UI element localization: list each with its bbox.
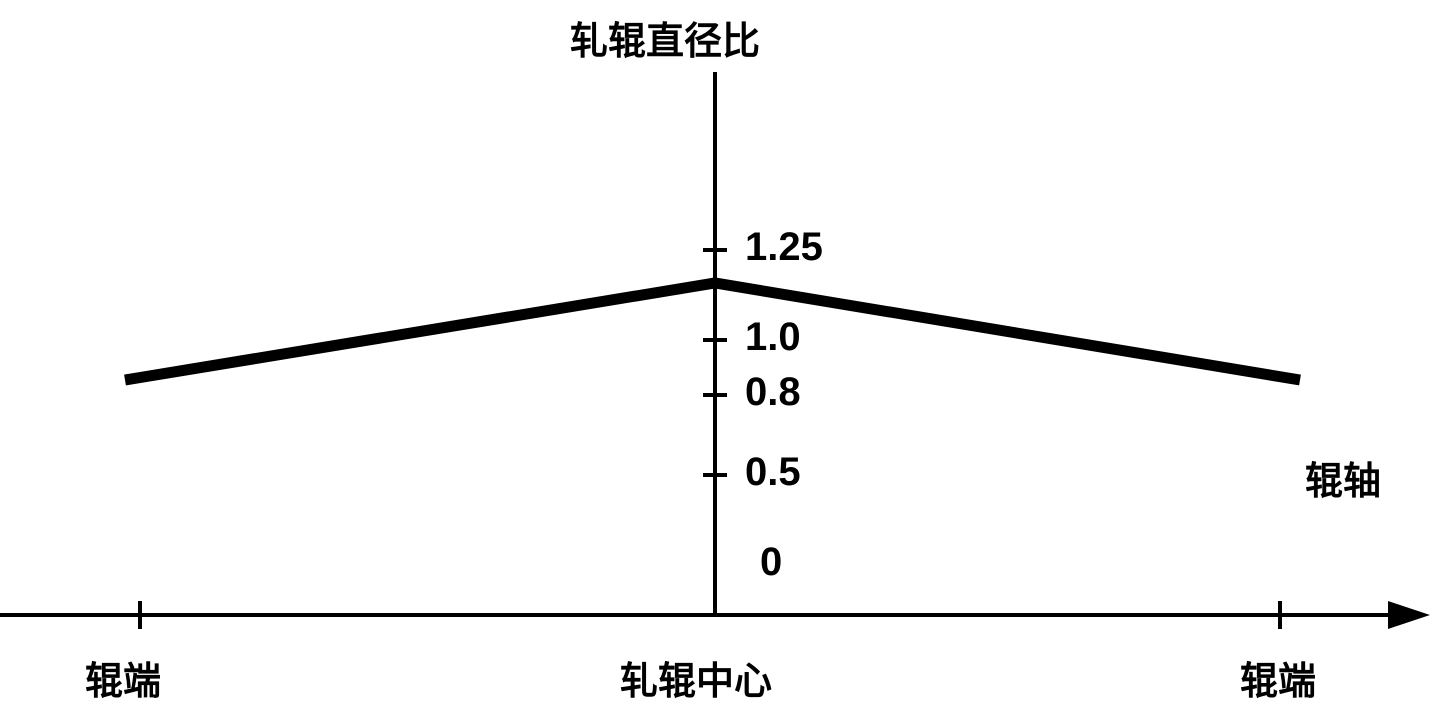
x-tick-label: 轧辊中心	[620, 650, 772, 705]
chart-svg	[0, 0, 1434, 705]
y-tick-label: 0	[760, 540, 782, 585]
chart-container: 轧辊直径比 辊轴 1.25 1.0 0.8 0.5 0 辊端 轧辊中心 辊端	[0, 0, 1434, 705]
chart-title: 轧辊直径比	[570, 10, 760, 65]
x-axis-label: 辊轴	[1305, 450, 1381, 505]
y-tick-label: 0.8	[745, 370, 801, 415]
x-axis-arrow	[1388, 601, 1430, 629]
data-series-line	[125, 283, 1300, 380]
y-tick-label: 1.25	[745, 225, 823, 270]
x-tick-label: 辊端	[85, 650, 161, 705]
x-tick-label: 辊端	[1240, 650, 1316, 705]
y-tick-label: 0.5	[745, 450, 801, 495]
y-tick-label: 1.0	[745, 315, 801, 360]
